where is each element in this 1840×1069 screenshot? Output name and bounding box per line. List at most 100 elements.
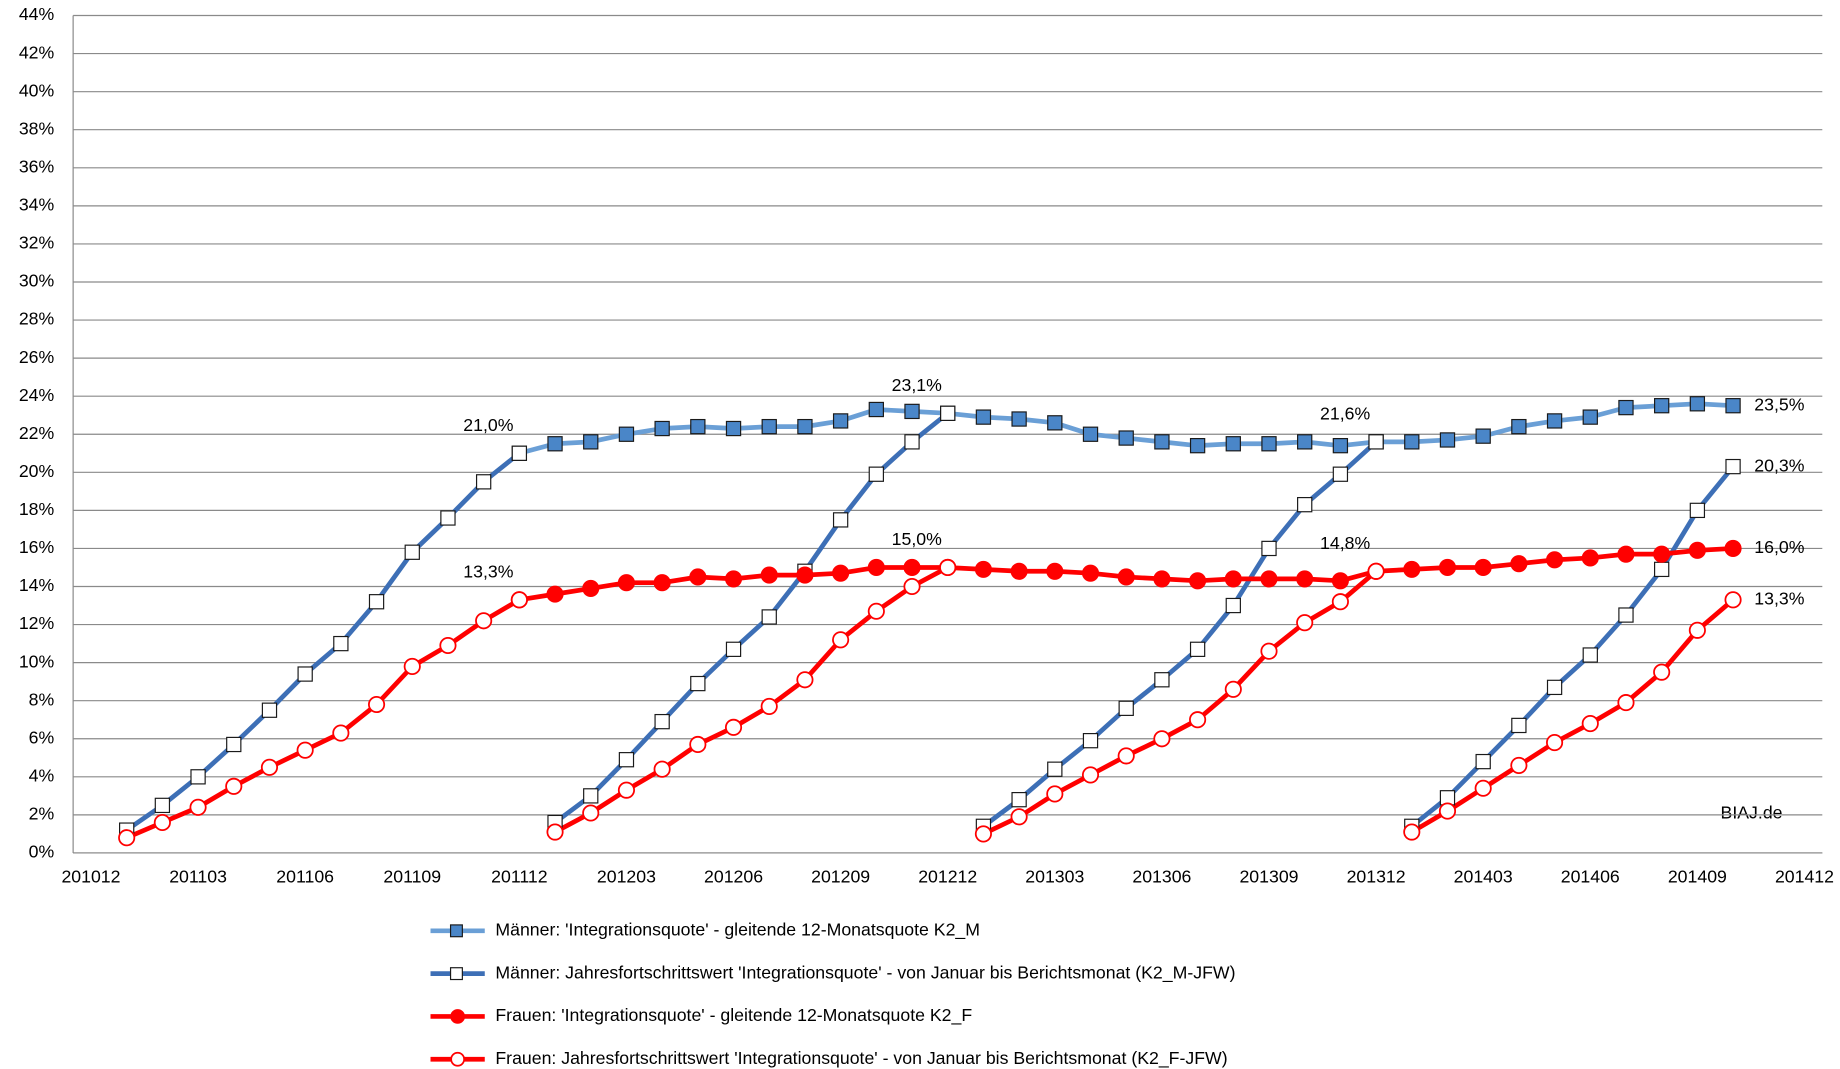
- marker: [618, 752, 635, 768]
- marker: [1724, 539, 1742, 557]
- y-tick-label: 44%: [19, 4, 55, 24]
- marker: [1510, 555, 1528, 573]
- marker: [1082, 733, 1099, 749]
- y-tick-label: 24%: [19, 385, 55, 405]
- marker: [1367, 562, 1385, 580]
- marker: [1296, 614, 1314, 632]
- marker: [1510, 756, 1528, 774]
- marker: [1261, 436, 1277, 452]
- marker: [690, 675, 706, 692]
- marker: [724, 718, 743, 736]
- y-tick-label: 6%: [29, 727, 55, 747]
- marker: [832, 564, 850, 582]
- marker: [1581, 714, 1599, 733]
- marker: [868, 466, 884, 482]
- y-tick-label: 34%: [19, 195, 55, 215]
- marker: [760, 697, 778, 715]
- data-label: 21,6%: [1320, 403, 1370, 423]
- y-tick-label: 10%: [19, 651, 55, 671]
- marker: [1474, 558, 1492, 577]
- marker: [832, 512, 849, 528]
- marker: [903, 577, 921, 596]
- y-tick-label: 0%: [29, 842, 55, 862]
- marker: [1153, 730, 1171, 748]
- x-tick-label: 201412: [1775, 866, 1834, 886]
- marker: [832, 631, 850, 649]
- marker: [332, 724, 350, 742]
- x-tick-label: 201203: [597, 866, 656, 886]
- series-line: [125, 411, 1735, 833]
- marker: [1689, 396, 1706, 412]
- marker: [1117, 747, 1135, 765]
- marker: [1189, 711, 1207, 729]
- data-label: 21,0%: [463, 415, 513, 435]
- marker: [1224, 570, 1242, 588]
- marker: [1653, 545, 1671, 563]
- marker: [226, 736, 242, 753]
- marker: [368, 695, 386, 714]
- legend-label: Frauen: Jahresfortschrittswert 'Integrat…: [495, 1048, 1227, 1069]
- marker: [832, 413, 849, 429]
- marker: [1474, 779, 1492, 797]
- marker: [1724, 591, 1742, 609]
- marker: [689, 735, 707, 754]
- marker: [1438, 802, 1457, 820]
- marker: [975, 409, 992, 425]
- marker: [440, 510, 456, 526]
- marker: [1047, 761, 1063, 777]
- marker: [1331, 593, 1349, 611]
- data-label: 13,3%: [1754, 588, 1804, 608]
- marker: [1581, 549, 1599, 567]
- marker: [153, 813, 171, 832]
- y-tick-label: 14%: [19, 575, 55, 595]
- marker: [1654, 398, 1670, 414]
- marker: [510, 591, 528, 609]
- marker: [1047, 415, 1063, 431]
- marker: [1297, 496, 1313, 513]
- marker: [1546, 413, 1563, 429]
- marker: [1046, 785, 1064, 803]
- marker: [796, 566, 814, 584]
- marker: [903, 558, 921, 577]
- marker: [1261, 540, 1277, 557]
- marker: [1260, 642, 1278, 660]
- marker: [1189, 437, 1206, 454]
- marker: [1011, 411, 1027, 427]
- marker: [761, 609, 777, 625]
- y-tick-label: 12%: [19, 613, 55, 633]
- y-tick-label: 22%: [19, 423, 55, 443]
- marker: [1688, 621, 1706, 639]
- marker: [1332, 437, 1349, 454]
- marker: [1189, 572, 1207, 590]
- marker: [547, 436, 563, 452]
- marker: [154, 797, 171, 814]
- marker: [940, 405, 956, 421]
- marker: [904, 403, 920, 420]
- marker: [439, 636, 457, 655]
- data-label: 14,8%: [1320, 533, 1370, 553]
- marker: [1546, 734, 1564, 752]
- marker: [261, 702, 278, 718]
- marker: [190, 769, 206, 785]
- marker: [1582, 647, 1598, 663]
- data-label: 15,0%: [892, 529, 942, 549]
- marker: [1689, 502, 1706, 519]
- marker: [1296, 570, 1314, 588]
- data-label: 23,1%: [892, 375, 942, 395]
- y-tick-label: 38%: [19, 118, 55, 138]
- marker: [582, 579, 600, 597]
- y-tick-label: 4%: [29, 766, 55, 786]
- legend-marker: [449, 924, 463, 938]
- y-tick-label: 36%: [19, 156, 55, 176]
- marker: [724, 570, 743, 588]
- marker: [1438, 558, 1457, 577]
- marker: [511, 445, 528, 461]
- y-tick-label: 26%: [19, 347, 55, 367]
- marker: [939, 558, 957, 577]
- x-tick-label: 201303: [1025, 866, 1084, 886]
- marker: [867, 602, 885, 620]
- marker: [1475, 428, 1491, 444]
- data-label: 20,3%: [1754, 455, 1804, 475]
- marker: [1225, 597, 1241, 614]
